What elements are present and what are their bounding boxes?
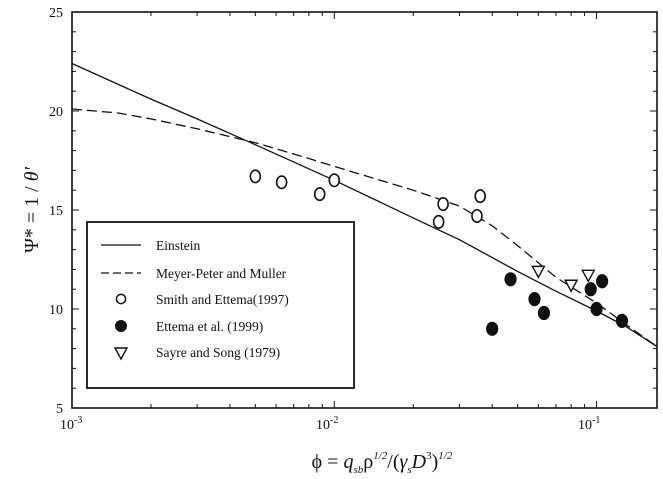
y-tick-label: 5 xyxy=(56,402,63,417)
data-point-ettema xyxy=(584,282,597,297)
markers xyxy=(249,169,629,336)
y-tick-label: 20 xyxy=(49,105,63,120)
data-point-smith-ettema xyxy=(437,197,449,212)
x-tick-label: 10-1 xyxy=(578,415,600,433)
data-point-smith-ettema xyxy=(249,169,262,184)
data-point-smith-ettema xyxy=(471,208,483,223)
einstein-curve xyxy=(71,62,658,348)
data-point-smith-ettema xyxy=(313,187,326,202)
legend-label-einstein: Einstein xyxy=(156,238,200,253)
legend-marker-filled-circle-icon xyxy=(115,320,127,332)
data-point-smith-ettema xyxy=(328,173,341,188)
data-point-ettema xyxy=(486,321,499,336)
curves xyxy=(71,62,658,348)
data-point-ettema xyxy=(596,274,609,289)
y-tick-label: 15 xyxy=(49,204,63,219)
x-tick-label: 10-2 xyxy=(316,415,338,433)
meyer-peter-muller-curve xyxy=(71,108,658,348)
data-point-ettema xyxy=(537,305,551,321)
legend-marker-open-circle-icon xyxy=(115,293,127,305)
data-point-smith-ettema xyxy=(474,189,486,204)
data-point-sayre-song xyxy=(581,269,596,283)
x-tick-labels: 10-3 10-2 10-1 xyxy=(60,415,600,433)
data-point-ettema xyxy=(528,292,541,307)
legend-label-smith-ettema: Smith and Ettema(1997) xyxy=(156,292,289,307)
legend-label-meyer-peter: Meyer-Peter and Muller xyxy=(156,266,287,281)
y-tick-labels: 25 20 15 10 5 xyxy=(49,6,63,417)
data-point-ettema xyxy=(590,301,603,317)
y-tick-label: 10 xyxy=(49,303,63,318)
legend-label-sayre-song: Sayre and Song (1979) xyxy=(156,345,280,360)
axis-ticks xyxy=(71,11,657,409)
data-point-sayre-song xyxy=(563,279,579,293)
y-axis-title: Ψ* = 1 / θ' xyxy=(21,166,43,252)
legend-marker-triangle-down-icon xyxy=(113,347,129,361)
data-point-sayre-song xyxy=(531,265,546,279)
data-point-smith-ettema xyxy=(275,175,288,190)
x-tick-label: 10-3 xyxy=(60,415,82,433)
data-point-ettema xyxy=(615,313,629,328)
legend-label-ettema: Ettema et al. (1999) xyxy=(156,319,263,334)
data-point-smith-ettema xyxy=(432,214,445,229)
legend: Einstein Meyer-Peter and Muller Smith an… xyxy=(86,221,355,389)
legend-box xyxy=(86,221,355,389)
y-tick-label: 25 xyxy=(49,6,63,21)
x-axis-title: ϕ = qsbρ1/2/(γsD3)1/2 xyxy=(312,450,453,476)
data-point-ettema xyxy=(504,272,517,287)
